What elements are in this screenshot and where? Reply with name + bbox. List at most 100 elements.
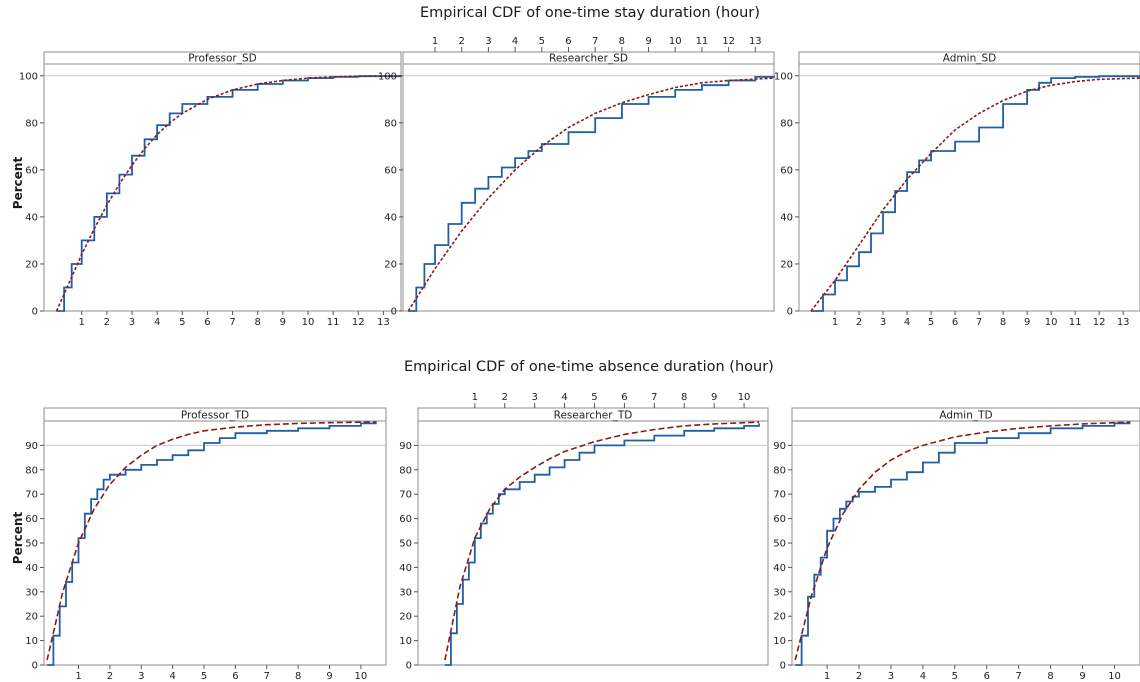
fitted-cdf-dashed-line [794, 421, 1131, 661]
x-tick-label: 5 [952, 671, 958, 682]
title-absence-duration: Empirical CDF of one-time absence durati… [404, 359, 774, 375]
x-tick-label: 1 [75, 671, 81, 682]
panel-title: Researcher_TD [554, 410, 633, 422]
x-tick-label: 4 [920, 671, 926, 682]
fitted-cdf-dashed-line [46, 421, 377, 661]
top-x-tick-label: 1 [432, 36, 438, 47]
y-tick-label: 0 [406, 661, 412, 672]
y-tick-label: 10 [399, 636, 412, 647]
panel-frame [43, 407, 387, 666]
x-tick-label: 10 [1108, 671, 1121, 682]
y-tick-label: 80 [384, 118, 397, 129]
y-tick-label: 40 [384, 212, 397, 223]
x-tick-label: 12 [1093, 317, 1106, 328]
x-tick-label: 2 [856, 317, 862, 328]
panel-title: Researcher_SD [549, 53, 628, 65]
ecdf-step-line [408, 75, 775, 312]
x-tick-label: 12 [352, 317, 365, 328]
title-stay-duration: Empirical CDF of one-time stay duration … [420, 5, 760, 21]
panel-title: Admin_TD [939, 410, 992, 422]
y-tick-label: 10 [25, 636, 38, 647]
top-x-tick-label: 1 [472, 392, 478, 403]
panel-title: Professor_TD [181, 410, 249, 422]
fitted-cdf-dashed-line [407, 77, 775, 312]
y-tick-label: 80 [399, 465, 412, 476]
y-tick-label: 20 [773, 612, 786, 623]
x-tick-label: 10 [302, 317, 315, 328]
panel-title: Admin_SD [943, 53, 996, 65]
y-tick-label: 40 [780, 212, 793, 223]
y-tick-label: 30 [773, 587, 786, 598]
y-tick-label: 60 [384, 165, 397, 176]
y-tick-label: 90 [399, 441, 412, 452]
x-tick-label: 2 [107, 671, 113, 682]
y-tick-label: 50 [773, 539, 786, 550]
y-tick-label: 60 [773, 514, 786, 525]
y-tick-label: 20 [399, 612, 412, 623]
top-x-tick-label: 10 [738, 392, 751, 403]
x-tick-label: 9 [280, 317, 286, 328]
y-tick-label: 70 [399, 490, 412, 501]
top-x-tick-label: 2 [502, 392, 508, 403]
top-x-tick-label: 6 [621, 392, 627, 403]
x-tick-label: 1 [824, 671, 830, 682]
x-tick-label: 13 [1117, 317, 1130, 328]
y-tick-label: 60 [25, 165, 38, 176]
x-tick-label: 4 [169, 671, 175, 682]
x-tick-label: 7 [976, 317, 982, 328]
top-x-tick-label: 10 [669, 36, 682, 47]
x-tick-label: 6 [232, 671, 238, 682]
y-tick-label: 60 [780, 165, 793, 176]
y-tick-label: 80 [780, 118, 793, 129]
y-tick-label: 40 [773, 563, 786, 574]
x-tick-label: 6 [984, 671, 990, 682]
x-tick-label: 3 [138, 671, 144, 682]
y-tick-label: 60 [399, 514, 412, 525]
panel-5: Researcher_TD 0 10 20 30 40 50 60 70 80 90 1 2 3 4 5 6 7 8… [399, 392, 769, 672]
panel-frame [791, 407, 1140, 666]
y-tick-label: 50 [25, 539, 38, 550]
ecdf-step-line [47, 422, 377, 666]
y-tick-label: 0 [32, 307, 38, 318]
x-tick-label: 8 [295, 671, 301, 682]
x-tick-label: 7 [264, 671, 270, 682]
y-tick-label: 0 [391, 307, 397, 318]
x-tick-label: 9 [1024, 317, 1030, 328]
y-tick-label: 80 [25, 118, 38, 129]
x-tick-label: 9 [326, 671, 332, 682]
y-tick-label: 40 [25, 563, 38, 574]
y-tick-label: 0 [32, 661, 38, 672]
y-tick-label: 0 [780, 661, 786, 672]
panel-6: Admin_TD 0 10 20 30 40 50 60 70 80 90 1 2 3 4 5 6 7 8 9 10 [773, 407, 1140, 682]
y-tick-label: 90 [773, 441, 786, 452]
top-x-tick-label: 5 [591, 392, 597, 403]
fitted-cdf-dashed-line [444, 421, 760, 661]
top-x-tick-label: 7 [651, 392, 657, 403]
top-x-tick-label: 12 [722, 36, 735, 47]
top-x-tick-label: 4 [561, 392, 567, 403]
fitted-cdf-dashed-line [55, 75, 402, 312]
y-tick-label: 20 [780, 259, 793, 270]
x-tick-label: 9 [1079, 671, 1085, 682]
panel-4: Professor_TD 0 10 20 30 40 50 60 70 80 90 1 2 3 4 5 6 7 8 9… [25, 407, 387, 682]
y-tick-label: 30 [399, 587, 412, 598]
top-x-tick-label: 2 [459, 36, 465, 47]
panel-frame [798, 51, 1140, 312]
panel-frame [402, 51, 775, 312]
top-x-tick-label: 3 [531, 392, 537, 403]
y-tick-label: 0 [787, 307, 793, 318]
panel-frame [43, 51, 402, 312]
x-tick-label: 3 [888, 671, 894, 682]
y-tick-label: 20 [384, 259, 397, 270]
x-tick-label: 5 [179, 317, 185, 328]
y-tick-label: 90 [25, 441, 38, 452]
ecdf-step-line [795, 422, 1131, 666]
x-tick-label: 1 [79, 317, 85, 328]
x-tick-label: 6 [204, 317, 210, 328]
panel-title: Professor_SD [188, 53, 257, 65]
top-x-tick-label: 11 [696, 36, 709, 47]
